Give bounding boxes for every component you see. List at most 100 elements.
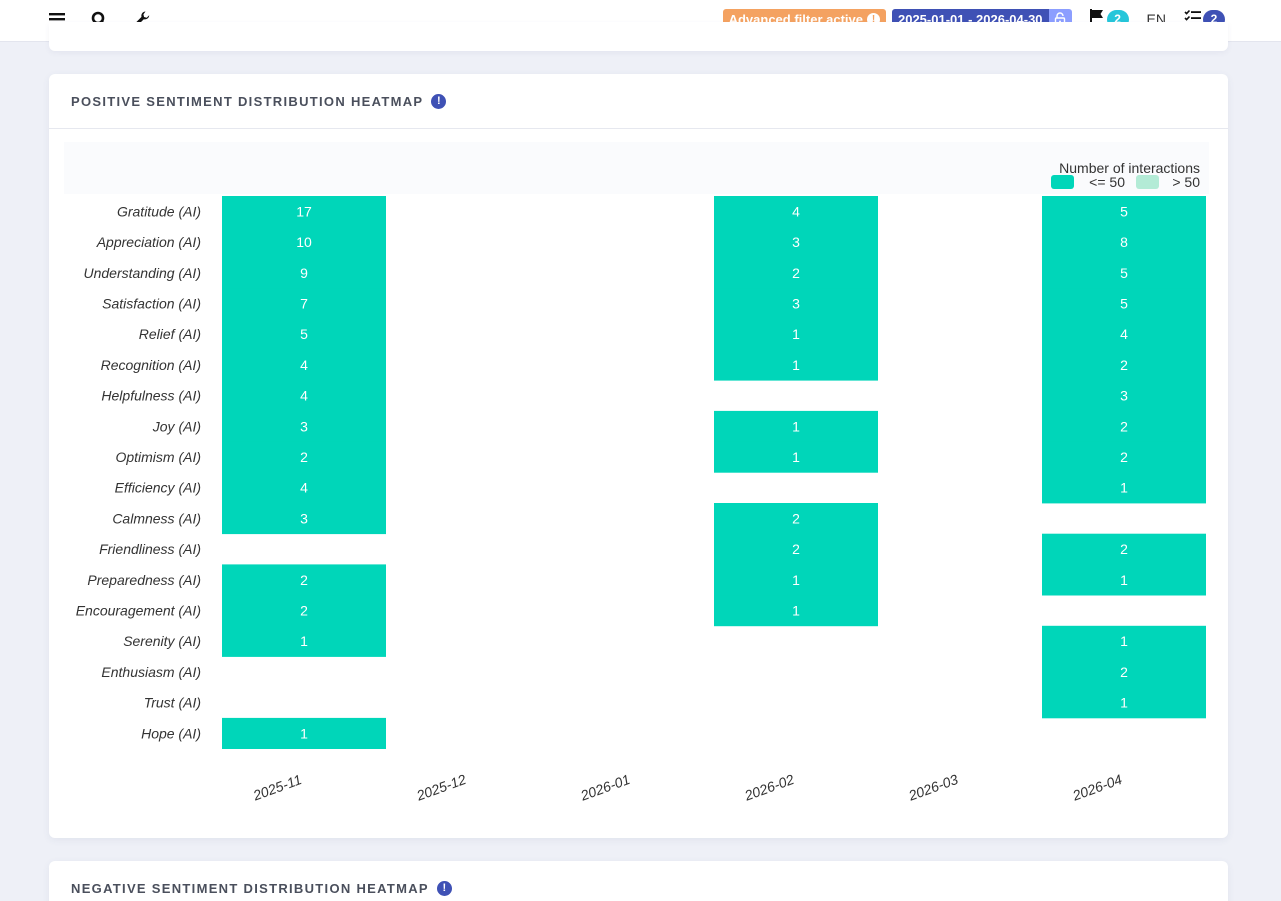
y-tick-label: Appreciation (AI) — [96, 234, 201, 250]
cell-value-label: 3 — [1120, 388, 1128, 404]
cell-value-label: 2 — [792, 510, 800, 526]
y-tick-label: Calmness (AI) — [112, 510, 201, 526]
heatmap-cell — [1042, 349, 1206, 381]
cell-value-label: 2 — [1120, 664, 1128, 680]
heatmap-cell — [714, 349, 878, 381]
info-icon[interactable]: ! — [436, 881, 452, 896]
cell-value-label: 2 — [300, 449, 308, 465]
heatmap-cell — [222, 380, 386, 412]
y-tick-label: Serenity (AI) — [123, 633, 201, 649]
y-axis: Gratitude (AI) Appreciation (AI) Understan… — [76, 203, 201, 741]
x-tick-label: 2026-04 — [1069, 771, 1124, 804]
heatmap-cell — [1042, 196, 1206, 228]
heatmap-cell — [714, 410, 878, 442]
heatmap-cell — [1042, 257, 1206, 289]
legend-label-low: <= 50 — [1089, 174, 1125, 190]
cell-value-label: 3 — [792, 234, 800, 250]
card-title: NEGATIVE SENTIMENT DISTRIBUTION HEATMAP — [71, 881, 429, 896]
previous-card — [49, 22, 1228, 51]
flag-icon — [1088, 8, 1106, 31]
heatmap-cell — [222, 441, 386, 473]
y-tick-label: Efficiency (AI) — [115, 480, 201, 496]
x-tick-label: 2026-03 — [905, 771, 960, 804]
cell-value-label: 1 — [792, 602, 800, 618]
cell-value-label: 2 — [1120, 541, 1128, 557]
heatmap-cell — [714, 441, 878, 473]
heatmap-cell — [222, 318, 386, 350]
cell-value-label: 17 — [296, 203, 312, 219]
y-tick-label: Relief (AI) — [139, 326, 201, 342]
legend-swatch-low — [1051, 175, 1074, 189]
positive-heatmap-card: POSITIVE SENTIMENT DISTRIBUTION HEATMAP … — [49, 74, 1228, 838]
cell-value-label: 5 — [1120, 265, 1128, 281]
y-tick-label: Understanding (AI) — [83, 265, 201, 281]
chart-header-band — [64, 142, 1209, 194]
heatmap-cell — [714, 318, 878, 350]
cell-value-label: 10 — [296, 234, 312, 250]
heatmap-cell — [222, 717, 386, 749]
x-tick-label: 2025-12 — [413, 771, 468, 804]
heatmap-cells: 17 4 5 10 3 8 9 2 5 7 3 5 5 1 4 4 1 2 4 3 3 1 2 2 1 2 4 1 3 2 2 2 2 1 1 2 1 1… — [222, 196, 1206, 749]
y-tick-label: Hope (AI) — [141, 725, 201, 741]
heatmap-cell — [222, 472, 386, 504]
heatmap-cell — [714, 196, 878, 228]
cell-value-label: 2 — [1120, 357, 1128, 373]
cell-value-label: 1 — [792, 326, 800, 342]
heatmap-cell — [1042, 472, 1206, 504]
cell-value-label: 1 — [792, 418, 800, 434]
cell-value-label: 4 — [300, 357, 308, 373]
x-tick-label: 2026-02 — [741, 771, 796, 804]
negative-heatmap-card: NEGATIVE SENTIMENT DISTRIBUTION HEATMAP … — [49, 861, 1228, 901]
cell-value-label: 1 — [792, 572, 800, 588]
x-axis: 2025-11 2025-12 2026-01 2026-02 2026-03 2026-… — [250, 771, 1124, 804]
heatmap-cell — [1042, 380, 1206, 412]
heatmap-cell — [1042, 687, 1206, 719]
cell-value-label: 7 — [300, 295, 308, 311]
cell-value-label: 2 — [300, 572, 308, 588]
cell-value-label: 1 — [792, 449, 800, 465]
cell-value-label: 2 — [1120, 418, 1128, 434]
heatmap-cell — [1042, 533, 1206, 565]
x-tick-label: 2025-11 — [250, 771, 304, 804]
cell-value-label: 2 — [792, 265, 800, 281]
legend-label-high: > 50 — [1172, 174, 1200, 190]
y-tick-label: Helpfulness (AI) — [101, 388, 201, 404]
cell-value-label: 5 — [1120, 295, 1128, 311]
cell-value-label: 4 — [300, 388, 308, 404]
cell-value-label: 1 — [300, 725, 308, 741]
heatmap-cell — [222, 226, 386, 258]
y-tick-label: Preparedness (AI) — [87, 572, 201, 588]
cell-value-label: 3 — [300, 418, 308, 434]
heatmap-cell — [714, 226, 878, 258]
heatmap-cell — [1042, 288, 1206, 320]
heatmap-cell — [1042, 564, 1206, 596]
heatmap-cell — [222, 595, 386, 627]
cell-value-label: 4 — [1120, 326, 1128, 342]
heatmap-cell — [222, 625, 386, 657]
cell-value-label: 2 — [300, 602, 308, 618]
cell-value-label: 2 — [792, 541, 800, 557]
y-tick-label: Trust (AI) — [144, 695, 201, 711]
heatmap-cell — [714, 288, 878, 320]
y-tick-label: Friendliness (AI) — [99, 541, 201, 557]
heatmap-cell — [1042, 625, 1206, 657]
y-tick-label: Enthusiasm (AI) — [101, 664, 201, 680]
cell-value-label: 1 — [1120, 572, 1128, 588]
cell-value-label: 9 — [300, 265, 308, 281]
cell-value-label: 2 — [1120, 449, 1128, 465]
heatmap-cell — [222, 349, 386, 381]
cell-value-label: 1 — [1120, 695, 1128, 711]
legend: Number of interactions<= 50 > 50 — [1051, 160, 1200, 190]
cell-value-label: 5 — [300, 326, 308, 342]
card-header: POSITIVE SENTIMENT DISTRIBUTION HEATMAP … — [49, 74, 1228, 129]
cell-value-label: 4 — [300, 480, 308, 496]
x-tick-label: 2026-01 — [577, 771, 632, 804]
cell-value-label: 4 — [792, 203, 800, 219]
heatmap-cell — [222, 503, 386, 535]
heatmap-cell — [222, 564, 386, 596]
info-icon[interactable]: ! — [431, 93, 447, 109]
y-tick-label: Recognition (AI) — [101, 357, 201, 373]
legend-swatch-high — [1136, 175, 1159, 189]
heatmap-cell — [222, 257, 386, 289]
